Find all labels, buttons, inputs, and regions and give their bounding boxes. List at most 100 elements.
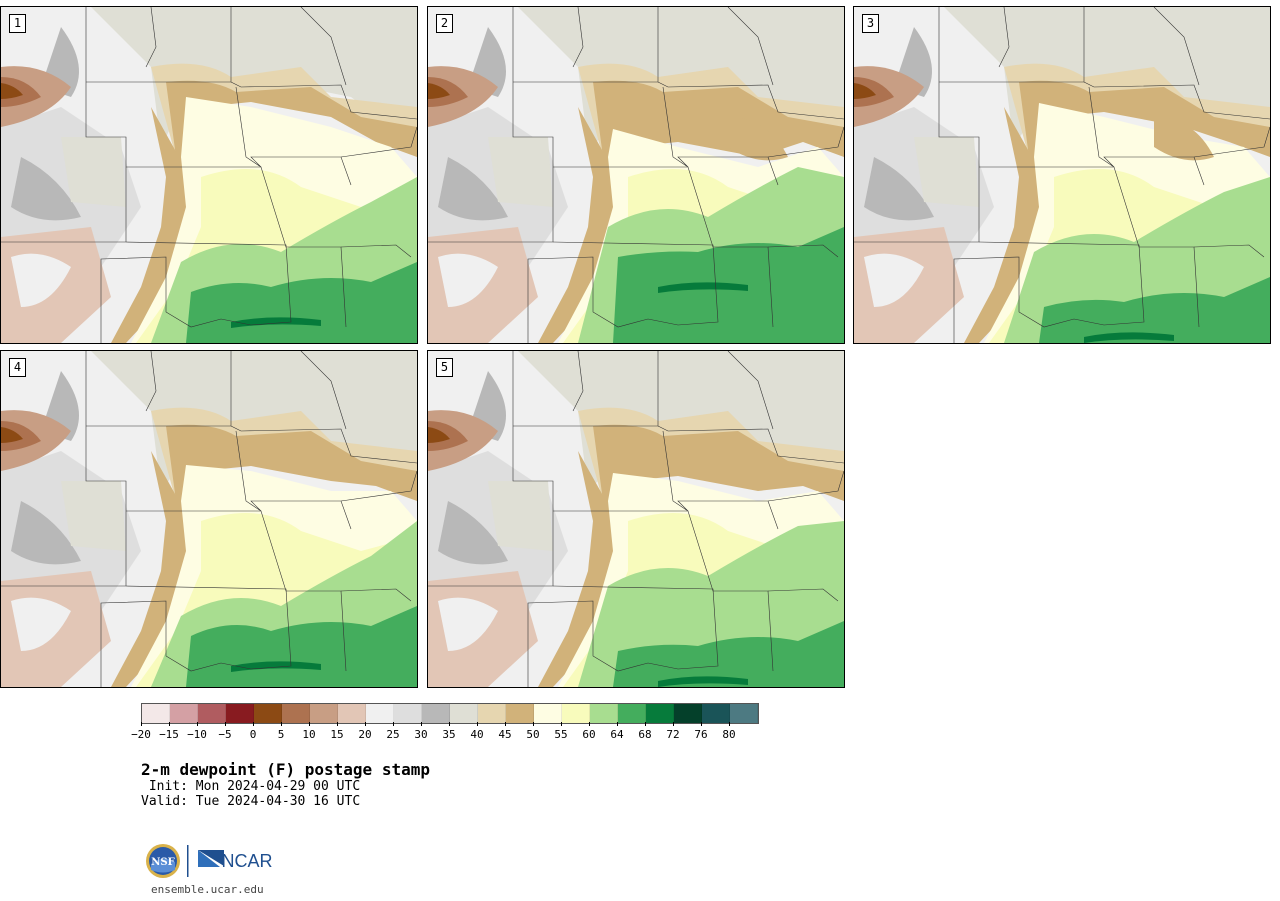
colorbar-swatch bbox=[646, 704, 674, 723]
colorbar-swatch bbox=[478, 704, 506, 723]
colorbar-swatch bbox=[506, 704, 534, 723]
colorbar-tick-label: −15 bbox=[159, 728, 179, 741]
state-border bbox=[340, 244, 412, 258]
colorbar-swatch bbox=[562, 704, 590, 723]
state-border bbox=[1, 351, 127, 587]
state-border bbox=[998, 7, 1010, 68]
green-region bbox=[613, 621, 844, 687]
colorbar-tick-label: 40 bbox=[470, 728, 484, 741]
gray-dark-patch bbox=[11, 501, 81, 565]
colorbar-tick-mark bbox=[309, 722, 310, 726]
gray-dark-patch bbox=[864, 157, 934, 221]
colorbar-tick-label: −20 bbox=[131, 728, 151, 741]
brown-dark-region bbox=[428, 77, 468, 107]
sage-patch bbox=[488, 137, 553, 207]
state-border bbox=[953, 241, 1145, 343]
state-border bbox=[527, 241, 719, 343]
state-border bbox=[767, 244, 839, 258]
colorbar-tick-mark bbox=[505, 722, 506, 726]
state-border bbox=[767, 470, 844, 502]
state-border bbox=[300, 7, 347, 86]
state-border bbox=[572, 351, 584, 412]
colorbar-swatch bbox=[198, 704, 226, 723]
colorbar-swatch bbox=[534, 704, 562, 723]
colorbar-tick-label: 5 bbox=[277, 728, 285, 741]
colorbar-swatch bbox=[674, 704, 702, 723]
tan-patch-se bbox=[1154, 117, 1214, 161]
stamp-label-1: 1 bbox=[9, 14, 26, 33]
logos: NSF NCAR bbox=[146, 844, 273, 878]
colorbar-tick-label: −10 bbox=[187, 728, 207, 741]
colorbar-tick-label: 10 bbox=[302, 728, 316, 741]
colorbar-tick-mark bbox=[393, 722, 394, 726]
nsf-logo-text: NSF bbox=[151, 857, 174, 868]
tan-patch-se bbox=[728, 117, 788, 161]
colorbar-tick-label: −5 bbox=[218, 728, 232, 741]
colorbar-tick-label: 72 bbox=[666, 728, 680, 741]
sage-patch bbox=[914, 137, 979, 207]
state-border bbox=[727, 351, 774, 430]
colorbar-tick-label: 76 bbox=[694, 728, 708, 741]
state-border bbox=[145, 351, 157, 412]
colorbar-tick-mark bbox=[337, 722, 338, 726]
stamp-panel-1: 1 bbox=[0, 6, 418, 344]
red-brown-core bbox=[854, 83, 876, 99]
tan-dryline bbox=[111, 451, 191, 687]
dry-patch bbox=[438, 253, 498, 307]
colorbar-tick-mark bbox=[673, 722, 674, 726]
colorbar-swatch bbox=[142, 704, 170, 723]
tan-dryline bbox=[538, 451, 618, 687]
state-border bbox=[340, 588, 412, 602]
state-border bbox=[300, 351, 347, 430]
colorbar-swatch bbox=[450, 704, 478, 723]
colorbar-swatch bbox=[394, 704, 422, 723]
state-border bbox=[1, 7, 127, 243]
colorbar-tick-label: 35 bbox=[442, 728, 456, 741]
red-brown-core bbox=[428, 83, 450, 99]
state-border bbox=[854, 7, 980, 243]
state-border bbox=[1088, 86, 1205, 186]
colorbar-tick-mark bbox=[141, 722, 142, 726]
stamp-label-2: 2 bbox=[436, 14, 453, 33]
state-border bbox=[428, 7, 554, 243]
state-border bbox=[727, 7, 774, 86]
state-border bbox=[662, 86, 779, 186]
colorbar-tick-mark bbox=[225, 722, 226, 726]
colorbar-tick-label: 60 bbox=[582, 728, 596, 741]
stamp-panel-2: 2 bbox=[427, 6, 845, 344]
state-border bbox=[340, 470, 417, 502]
sage-patch bbox=[488, 481, 553, 551]
colorbar-tick-label: 15 bbox=[330, 728, 344, 741]
colorbar-tick-mark bbox=[701, 722, 702, 726]
colorbar-tick-label: 64 bbox=[610, 728, 624, 741]
state-border bbox=[145, 7, 157, 68]
colorbar-tick-mark bbox=[197, 722, 198, 726]
state-border bbox=[235, 86, 352, 186]
colorbar-tick-mark bbox=[617, 722, 618, 726]
colorbar-tick-mark bbox=[561, 722, 562, 726]
tan-dryline bbox=[964, 107, 1044, 343]
ncar-logo-icon: NCAR bbox=[198, 850, 273, 871]
dry-patch bbox=[11, 253, 71, 307]
brown-dark-region bbox=[1, 421, 41, 451]
gray-dark-patch bbox=[11, 157, 81, 221]
state-border bbox=[1193, 244, 1265, 258]
dark-green-streak bbox=[658, 676, 748, 687]
state-border bbox=[662, 430, 779, 530]
colorbar-tick-label: 80 bbox=[722, 728, 736, 741]
tan-dryline bbox=[111, 107, 191, 343]
dry-patch bbox=[438, 597, 498, 651]
state-border bbox=[657, 425, 844, 464]
colorbar-tick-label: 0 bbox=[249, 728, 257, 741]
state-border bbox=[1153, 7, 1200, 86]
colorbar-tick-mark bbox=[421, 722, 422, 726]
state-border bbox=[1193, 126, 1270, 158]
colorbar-tick-mark bbox=[253, 722, 254, 726]
state-border bbox=[340, 126, 417, 158]
dewpoint-map-4 bbox=[1, 351, 417, 687]
colorbar-tick-label: 30 bbox=[414, 728, 428, 741]
dark-green-streak bbox=[1084, 332, 1174, 343]
dewpoint-map-2 bbox=[428, 7, 844, 343]
colorbar-tick-label: 25 bbox=[386, 728, 400, 741]
state-border bbox=[767, 126, 844, 158]
